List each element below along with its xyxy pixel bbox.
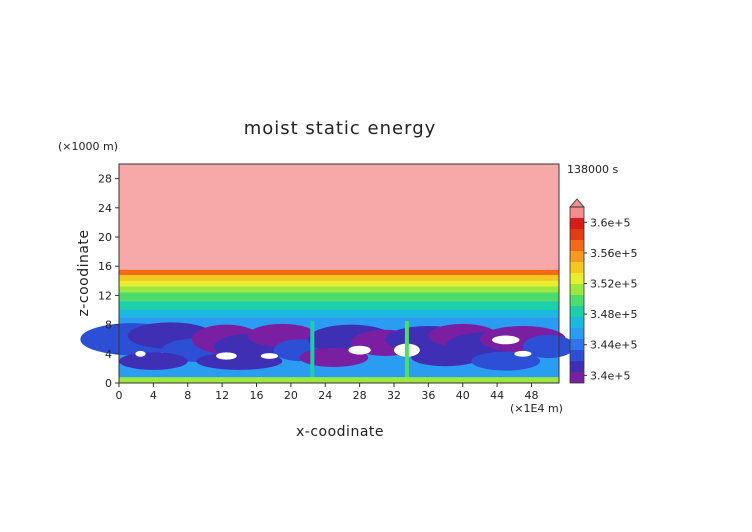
y-tick-label: 20 (98, 231, 112, 244)
y-tick-label: 28 (98, 173, 112, 186)
x-tick-label: 48 (525, 389, 539, 402)
y-tick-label: 16 (98, 260, 112, 273)
x-tick-label: 12 (215, 389, 229, 402)
colorbar-label: 3.44e+5 (590, 339, 637, 352)
colorbar-segment (570, 317, 584, 328)
colorbar-segment (570, 284, 584, 295)
x-axis-label: x-coodinate (296, 424, 384, 440)
field-structure (522, 334, 575, 359)
field-structure (411, 348, 480, 367)
x-tick-label: 16 (250, 389, 264, 402)
colorbar-segment (570, 339, 584, 350)
field-band (119, 280, 559, 287)
x-tick-label: 32 (387, 389, 401, 402)
field-white-patch (348, 345, 371, 355)
x-axis: 0 4 8 12 16 20 24 28 32 36 40 44 48 (116, 383, 539, 402)
field-band (119, 269, 559, 275)
field-band (119, 301, 559, 310)
colorbar-segment (570, 328, 584, 339)
y-tick-label: 12 (98, 289, 112, 302)
x-tick-label: 4 (150, 389, 157, 402)
y-tick-label: 8 (105, 319, 112, 332)
plot-frame (118, 163, 560, 384)
y-tick-label: 0 (105, 377, 112, 390)
y-tick-label: 4 (105, 348, 112, 361)
y-tick-label: 24 (98, 202, 112, 215)
field-band (119, 310, 559, 318)
colorbar-segment (570, 273, 584, 284)
plot-area (80, 163, 575, 384)
colorbar-segment (570, 207, 584, 218)
colorbar-frame (569, 206, 585, 384)
field-white-patch (514, 350, 532, 357)
colorbar-label: 3.56e+5 (590, 247, 637, 260)
x-tick-label: 20 (284, 389, 298, 402)
field-white-patch (260, 353, 278, 359)
colorbar-segment (570, 372, 584, 383)
colorbar-segment (570, 229, 584, 240)
x-tick-label: 0 (116, 389, 123, 402)
field-white-patch (216, 352, 237, 360)
colorbar: 3.6e+5 3.56e+5 3.52e+5 3.48e+5 3.44e+5 3.4e+5 (569, 198, 637, 384)
colorbar-segment (570, 361, 584, 372)
field-band (119, 286, 559, 293)
colorbar-segment (570, 218, 584, 229)
y-axis: 0 4 8 12 16 20 24 28 (98, 173, 119, 390)
colorbar-segment (570, 306, 584, 317)
colorbar-label: 3.4e+5 (590, 369, 630, 382)
field-plume (310, 320, 315, 383)
x-tick-label: 28 (353, 389, 367, 402)
colorbar-label: 3.6e+5 (590, 216, 630, 229)
y-axis-label: z-coodinate (76, 229, 92, 316)
colorbar-segment (570, 295, 584, 306)
field-lower-layer (80, 317, 575, 383)
field-structure (119, 352, 188, 370)
field-band (119, 274, 559, 281)
x-tick-label: 44 (490, 389, 504, 402)
field-white-patch (135, 350, 146, 357)
x-unit-label: (×1E4 m) (510, 402, 563, 415)
x-tick-label: 36 (421, 389, 435, 402)
colorbar-label: 3.52e+5 (590, 278, 637, 291)
y-unit-label: (×1000 m) (58, 140, 118, 153)
colorbar-segment (570, 350, 584, 361)
field-surface-layer (119, 377, 559, 383)
colorbar-label: 3.48e+5 (590, 308, 637, 321)
x-tick-label: 8 (184, 389, 191, 402)
colorbar-extend-arrow (569, 198, 585, 208)
x-tick-label: 40 (456, 389, 470, 402)
colorbar-segment (570, 262, 584, 273)
time-label: 138000 s (567, 163, 618, 176)
field-bands (119, 269, 559, 318)
field-band (119, 292, 559, 302)
chart-title: moist static energy (244, 118, 437, 139)
colorbar-segment (570, 251, 584, 262)
field-white-patch (491, 335, 520, 345)
field-plume (404, 320, 409, 383)
x-tick-label: 24 (318, 389, 332, 402)
colorbar-segment (570, 240, 584, 251)
